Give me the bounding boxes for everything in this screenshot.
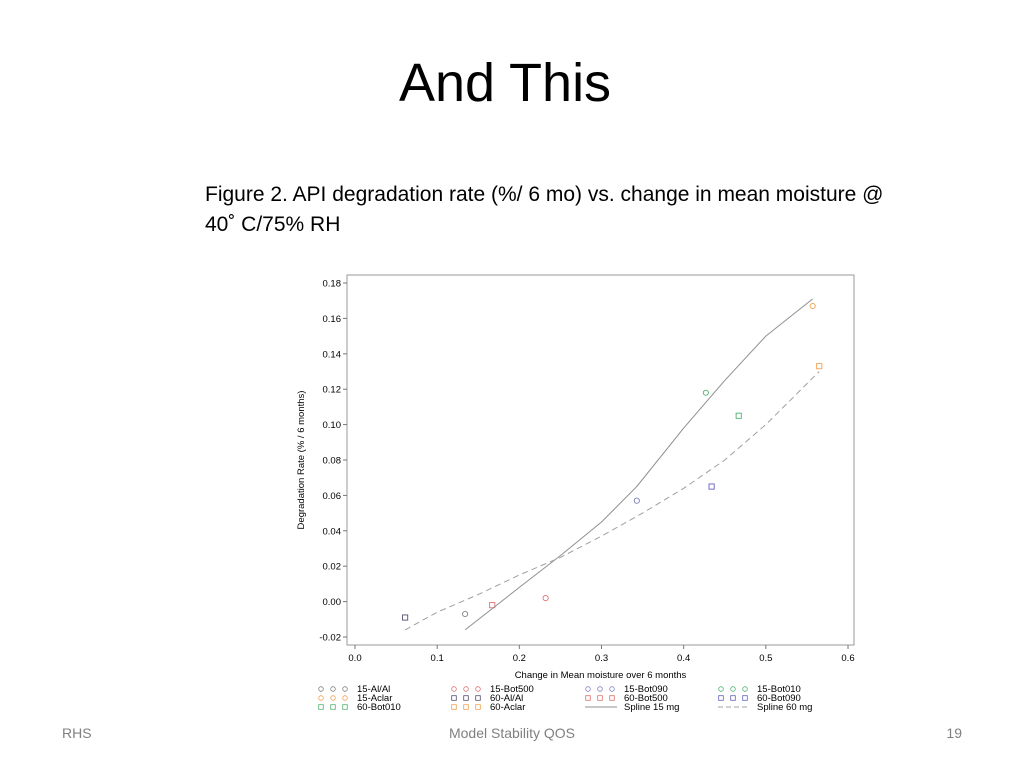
legend-marker-circle [342, 695, 348, 701]
legend-marker-square [451, 704, 457, 710]
legend-marker-circle [585, 686, 591, 692]
data-point-circle [462, 610, 469, 618]
x-tick-label: 0.4 [677, 653, 690, 664]
legend-marker-circle [730, 686, 736, 692]
legend-marker-circle [318, 695, 324, 701]
legend-label: 15-Al/Al [357, 684, 390, 695]
legend-label: 15-Bot010 [757, 684, 801, 695]
x-tick-label: 0.0 [348, 653, 361, 664]
x-tick-label: 0.1 [431, 653, 444, 664]
legend-label: 15-Bot500 [490, 684, 534, 695]
legend-marker-square [318, 704, 324, 710]
y-tick-label: 0.18 [323, 279, 342, 290]
legend-label: Spline 60 mg [757, 702, 812, 713]
legend-marker-circle [463, 686, 469, 692]
x-tick-label: 0.3 [595, 653, 608, 664]
y-tick-label: 0.04 [323, 526, 342, 537]
y-tick-label: 0.12 [323, 385, 342, 396]
series-line-10 [464, 298, 814, 631]
legend-marker-square [730, 695, 736, 701]
legend-marker-circle [330, 686, 336, 692]
x-tick-label: 0.5 [759, 653, 772, 664]
legend-marker-circle [718, 686, 724, 692]
data-point-square [402, 614, 409, 621]
legend-marker-circle [342, 686, 348, 692]
data-point-circle [633, 497, 640, 504]
legend-marker-square [451, 695, 457, 701]
y-tick-label: 0.02 [323, 562, 342, 573]
data-point-square [816, 363, 823, 370]
x-tick-label: 0.6 [841, 653, 854, 664]
legend-marker-square [463, 695, 469, 701]
y-tick-label: 0.10 [323, 420, 342, 431]
data-point-square [735, 412, 742, 419]
legend-label: 15-Bot090 [624, 684, 668, 695]
y-tick-label: 0.16 [323, 314, 342, 325]
y-axis-label: Degradation Rate (% / 6 months) [296, 391, 307, 530]
legend-label: 60-Bot500 [624, 693, 668, 704]
caption-line-2: 40˚ C/75% RH [205, 213, 341, 236]
legend-marker-square [718, 695, 724, 701]
plot-frame [346, 274, 855, 646]
legend-marker-circle [742, 686, 748, 692]
legend-label: 15-Aclar [357, 693, 392, 704]
legend-marker-square [342, 704, 348, 710]
legend-marker-circle [609, 686, 615, 692]
legend-marker-circle [597, 686, 603, 692]
legend-marker-square [475, 704, 481, 710]
legend-marker-square [475, 695, 481, 701]
legend-marker-square [463, 704, 469, 710]
slide-title: And This [398, 53, 612, 113]
data-point-circle [809, 302, 816, 310]
data-point-square [489, 602, 496, 609]
figure-caption: Figure 2. API degradation rate (%/ 6 mo)… [205, 180, 975, 240]
legend-marker-square [597, 695, 603, 701]
legend-label: 60-Aclar [490, 702, 525, 713]
legend-marker-square [585, 695, 591, 701]
legend-marker-circle [318, 686, 324, 692]
caption-line-1: Figure 2. API degradation rate (%/ 6 mo)… [205, 183, 884, 206]
legend-marker-square [742, 695, 748, 701]
legend-marker-circle [330, 695, 336, 701]
legend-marker-circle [451, 686, 457, 692]
y-tick-label: 0.00 [323, 597, 342, 608]
legend-marker-square [609, 695, 615, 701]
data-point-circle [542, 595, 549, 602]
x-tick-label: 0.2 [513, 653, 526, 664]
x-axis-label: Change in Mean moisture over 6 months [515, 670, 687, 681]
data-point-circle [702, 389, 709, 396]
legend-marker-circle [475, 686, 481, 692]
page-number: 19 [946, 725, 962, 741]
legend-label: 60-Bot010 [357, 702, 401, 713]
legend-marker-square [330, 704, 336, 710]
legend-label: 60-Al/Al [490, 693, 523, 704]
footer-title: Model Stability QOS [448, 725, 576, 741]
y-tick-label: -0.02 [319, 633, 341, 644]
series-line-11 [404, 371, 820, 631]
footer-author: RHS [62, 725, 92, 741]
legend-label: Spline 15 mg [624, 702, 679, 713]
y-tick-label: 0.08 [323, 456, 342, 467]
legend-label: 60-Bot090 [757, 693, 801, 704]
data-point-square [708, 483, 715, 490]
y-tick-label: 0.14 [323, 349, 342, 360]
y-tick-label: 0.06 [323, 491, 342, 502]
